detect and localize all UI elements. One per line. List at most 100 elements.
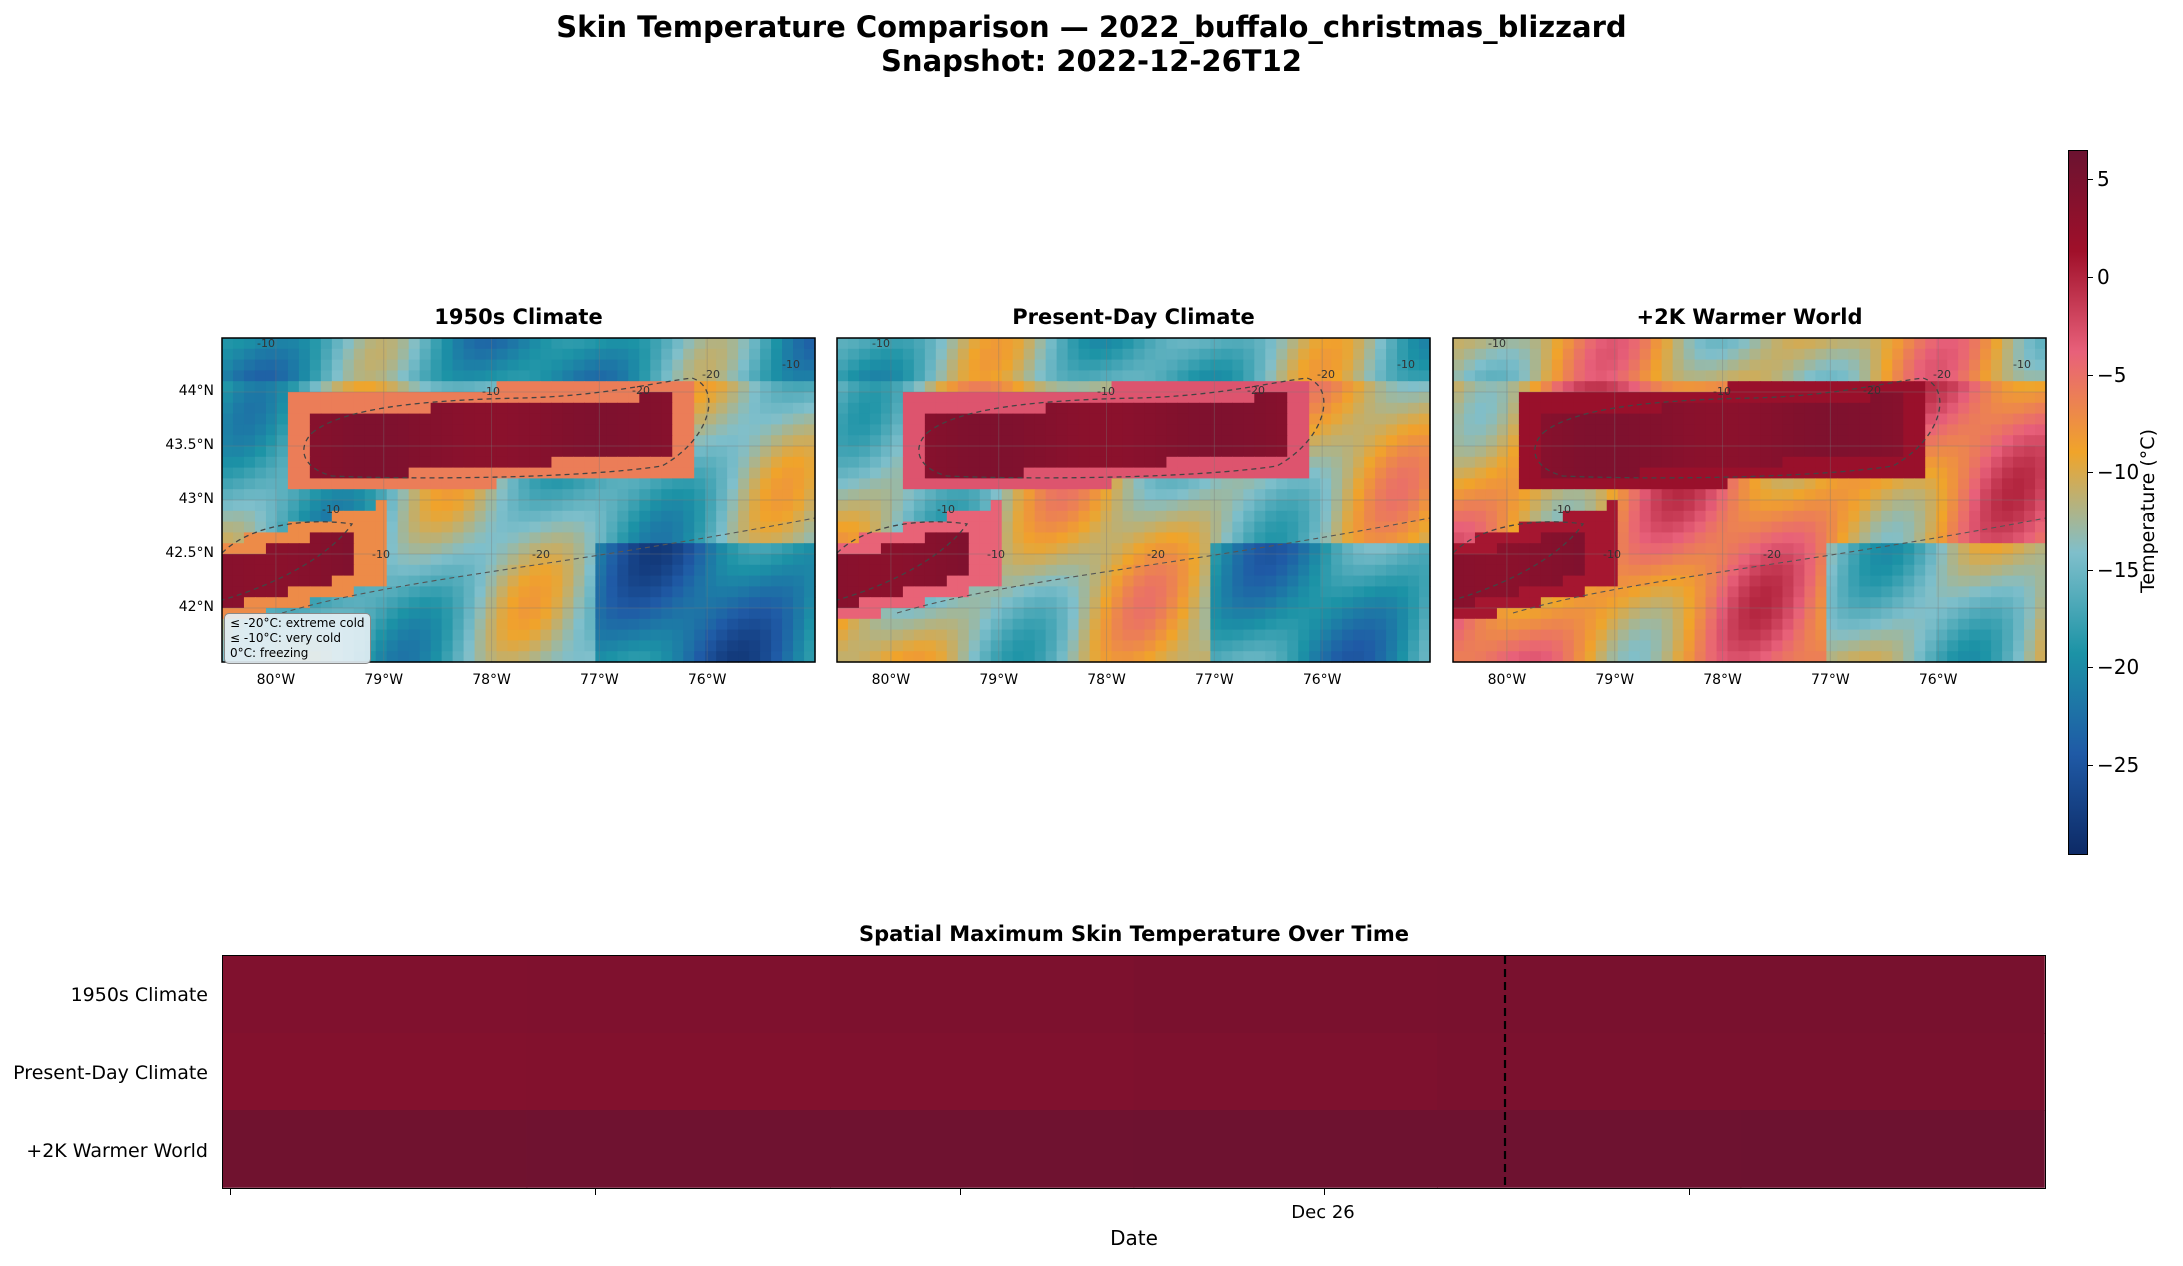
map-cell	[364, 629, 377, 641]
map-cell	[1573, 640, 1586, 652]
map-cell	[1947, 413, 1959, 425]
map-cell	[727, 575, 739, 587]
map-cell	[1771, 381, 1784, 393]
map-cell	[331, 435, 344, 447]
map-cell	[595, 554, 607, 566]
map-cell	[1727, 500, 1740, 512]
map-cell	[1034, 467, 1047, 479]
map-cell	[1375, 640, 1387, 652]
map-cell	[1540, 543, 1553, 555]
map-cell	[375, 640, 388, 652]
map-cell	[990, 575, 1003, 587]
map-cell	[1782, 554, 1795, 566]
map-cell	[1617, 338, 1630, 350]
map-cell	[968, 640, 981, 652]
map-cell	[1848, 456, 1860, 469]
map-cell	[683, 618, 695, 631]
map-cell	[1782, 359, 1795, 371]
map-panel-warmer: -10 -20 -10 -10 -20 -20 -10 -10	[1452, 337, 2047, 663]
map-cell	[902, 435, 915, 447]
map-cell	[1991, 381, 2003, 393]
map-cell	[1001, 446, 1014, 458]
map-cell	[1837, 640, 1849, 652]
map-cell	[1848, 629, 1860, 641]
map-cell	[1485, 651, 1498, 663]
map-cell	[1540, 629, 1553, 641]
map-cell	[1540, 381, 1553, 393]
map-cell	[254, 575, 267, 587]
map-cell	[727, 370, 739, 382]
map-cell	[573, 575, 585, 587]
map-cell	[727, 629, 739, 641]
map-cell	[507, 521, 520, 533]
map-cell	[265, 575, 278, 587]
map-cell	[1650, 608, 1663, 620]
map-cell	[1100, 629, 1113, 641]
map-cell	[1320, 489, 1332, 501]
map-cell	[1485, 370, 1498, 382]
map-cell	[1122, 359, 1135, 371]
map-cell	[1485, 478, 1498, 490]
map-cell	[1144, 338, 1157, 350]
map-cell	[1650, 510, 1663, 523]
map-cell	[2024, 348, 2036, 361]
map-cell	[430, 424, 443, 436]
map-cell	[1243, 618, 1255, 631]
map-cell	[1496, 478, 1509, 490]
map-cell	[529, 446, 542, 458]
map-cell	[661, 435, 673, 447]
colorbar-label: Temperature (°C)	[2137, 429, 2159, 593]
map-cell	[1045, 413, 1058, 425]
map-cell	[1221, 608, 1233, 620]
map-cell	[573, 500, 585, 512]
map-cell	[408, 467, 421, 479]
map-cell	[935, 392, 948, 404]
map-cell	[1276, 359, 1288, 371]
map-cell	[650, 510, 662, 523]
map-cell	[1485, 413, 1498, 425]
map-cell	[1848, 392, 1860, 404]
colorbar-tick-mark	[2087, 472, 2093, 474]
map-cell	[518, 456, 531, 469]
map-cell	[265, 370, 278, 382]
map-cell	[1453, 564, 1465, 577]
map-cell	[551, 413, 564, 425]
map-cell	[1353, 435, 1365, 447]
map-cell	[1309, 543, 1321, 555]
map-cell	[375, 510, 388, 523]
map-cell	[1166, 370, 1179, 382]
map-cell	[1199, 370, 1211, 382]
map-cell	[1529, 348, 1542, 361]
contour-label: -10	[872, 337, 890, 350]
map-cell	[1023, 435, 1036, 447]
map-cell	[1353, 402, 1365, 415]
map-cell	[1738, 575, 1751, 587]
map-cell	[1947, 381, 1959, 393]
map-cell	[1331, 629, 1343, 641]
map-cell	[1265, 608, 1277, 620]
map-cell	[1012, 640, 1025, 652]
map-cell	[320, 456, 333, 469]
map-cell	[419, 402, 432, 415]
map-cell	[1012, 413, 1025, 425]
map-cell	[507, 338, 520, 350]
map-cell	[375, 543, 388, 555]
map-cell	[1309, 608, 1321, 620]
map-cell	[408, 413, 421, 425]
map-cell	[837, 554, 849, 566]
map-cell	[485, 467, 498, 479]
map-cell	[518, 575, 531, 587]
map-cell	[1001, 510, 1014, 523]
map-cell	[1045, 586, 1058, 598]
map-cell	[1507, 543, 1520, 555]
map-cell	[2035, 618, 2047, 631]
map-cell	[1947, 640, 1959, 652]
map-cell	[979, 413, 992, 425]
map-cell	[1584, 413, 1597, 425]
map-cell	[1738, 456, 1751, 469]
map-cell	[1397, 564, 1409, 577]
map-cell	[694, 564, 706, 577]
map-cell	[639, 575, 651, 587]
map-cell	[496, 456, 509, 469]
map-cell	[968, 413, 981, 425]
